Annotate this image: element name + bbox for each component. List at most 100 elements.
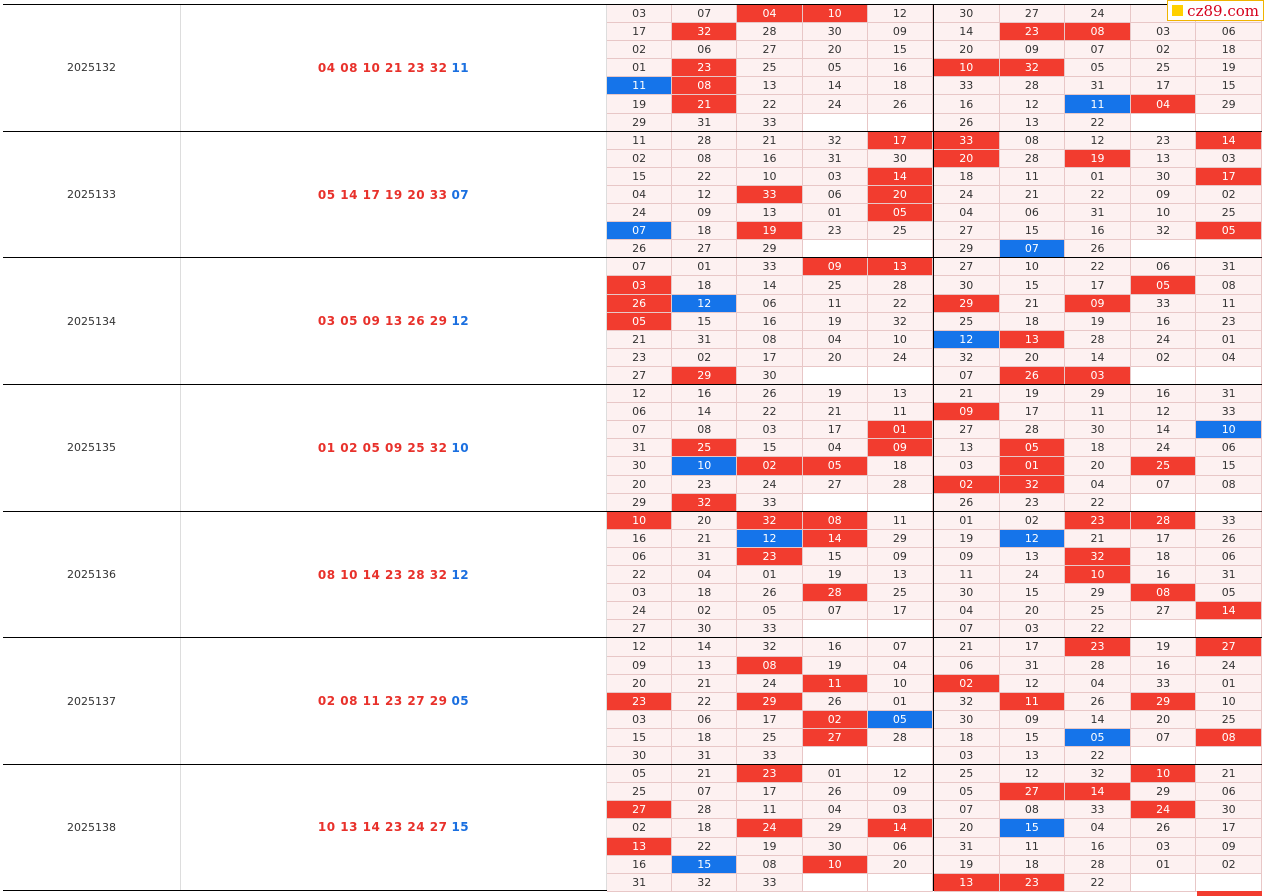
red-hit-cell: 28: [1130, 511, 1197, 530]
number-cell: 06: [607, 547, 673, 567]
period-row: 2025136 08 10 14 23 28 32 12 10 20 32 08 11 16 21…: [3, 510, 1262, 639]
number-cell: 25: [1196, 710, 1262, 729]
red-hit-cell: 09: [802, 258, 868, 277]
number-cell: 17: [737, 348, 803, 367]
number-cell: 16: [934, 95, 1000, 114]
number-cell: 20: [1130, 710, 1197, 729]
red-hit-cell: 13: [999, 330, 1066, 349]
number-cell: 31: [607, 873, 673, 892]
number-cell: 33: [934, 77, 1000, 96]
number-cell: 20: [867, 855, 933, 874]
number-cell: 09: [1196, 837, 1262, 856]
red-hit-cell: 17: [1196, 167, 1262, 186]
number-cell: 16: [1065, 837, 1131, 856]
issue-number: 2025138: [3, 765, 181, 890]
number-cell: 04: [934, 204, 1000, 223]
number-cell: 32: [802, 131, 868, 150]
number-cell: 30: [867, 149, 933, 168]
number-cell: 30: [934, 276, 1000, 295]
number-cell: 31: [1196, 566, 1262, 585]
number-cell: 18: [672, 819, 738, 838]
number-cell: 25: [802, 276, 868, 295]
red-hit-cell: 17: [867, 131, 933, 150]
red-hit-cell: 14: [1065, 783, 1131, 802]
number-cell: 11: [1196, 294, 1262, 313]
red-balls: 04 08 10 21 23 32: [317, 60, 448, 75]
grid-left: 12 14 32 16 07 09 13 08 19 04 20 21 24 11 10 23 22 29 26 01…: [607, 638, 934, 766]
number-cell: 32: [867, 312, 933, 331]
red-hit-cell: 02: [934, 674, 1000, 693]
red-hit-cell: 09: [934, 403, 1000, 422]
red-hit-cell: 14: [802, 529, 868, 548]
number-cell: 17: [737, 783, 803, 802]
red-hit-cell: 05: [1130, 276, 1197, 295]
red-hit-cell: 19: [737, 222, 803, 241]
number-cell: 25: [607, 783, 673, 802]
number-cell: 08: [1196, 475, 1262, 494]
number-cell: 22: [672, 837, 738, 856]
number-cell: [802, 620, 868, 639]
number-cell: 06: [1130, 258, 1197, 277]
number-cell: 16: [1130, 566, 1197, 585]
number-cell: 14: [672, 403, 738, 422]
number-cell: 06: [1196, 23, 1262, 42]
number-cell: [802, 113, 868, 132]
number-cell: 03: [607, 584, 673, 603]
period-row: 2025133 05 14 17 19 20 33 07 11 28 21 32 17 02 08…: [3, 130, 1262, 259]
draw-history-table: 2025132 04 08 10 21 23 32 11 03 07 04 10 12 17 32…: [3, 4, 1262, 892]
number-cell: 17: [999, 403, 1066, 422]
issue-number: 2025133: [3, 131, 181, 258]
number-cell: 08: [1196, 276, 1262, 295]
site-logo[interactable]: cz89.com: [1167, 0, 1264, 21]
number-cell: [1130, 240, 1197, 259]
red-hit-cell: 10: [802, 855, 868, 874]
number-cell: [1196, 873, 1262, 892]
number-cell: 13: [999, 547, 1066, 567]
number-cell: 09: [999, 41, 1066, 60]
red-hit-cell: 05: [867, 204, 933, 223]
number-cell: 15: [737, 439, 803, 458]
number-cell: 28: [737, 23, 803, 42]
number-cell: [1130, 747, 1197, 766]
number-cell: 10: [999, 258, 1066, 277]
number-cell: 24: [999, 566, 1066, 585]
number-cell: 29: [1065, 385, 1131, 404]
number-cell: 30: [607, 457, 673, 476]
number-cell: 11: [999, 837, 1066, 856]
number-cell: 08: [999, 801, 1066, 820]
number-cell: 09: [1130, 185, 1197, 205]
number-cell: 18: [999, 855, 1066, 874]
number-grid: 05 21 23 01 12 25 07 17 26 09 27 28 11 04 03 02 18 24 29 14…: [607, 765, 1262, 892]
number-cell: 21: [934, 638, 1000, 657]
number-cell: 26: [934, 113, 1000, 132]
number-cell: 33: [737, 258, 803, 277]
number-cell: 25: [1065, 602, 1131, 621]
number-cell: 28: [999, 149, 1066, 168]
number-cell: 19: [802, 312, 868, 331]
period-row: 2025135 01 02 05 09 25 32 10 12 16 26 19 13 06 14…: [3, 384, 1262, 512]
number-cell: 10: [737, 167, 803, 186]
number-cell: 07: [867, 638, 933, 657]
red-hit-cell: 32: [999, 475, 1066, 494]
number-cell: 12: [672, 185, 738, 205]
number-cell: 27: [934, 222, 1000, 241]
number-cell: 10: [1130, 204, 1197, 223]
blue-ball: 11: [451, 60, 470, 75]
blue-hit-cell: 11: [607, 77, 673, 96]
number-cell: 29: [607, 493, 673, 512]
number-cell: 05: [934, 783, 1000, 802]
winning-numbers: 03 05 09 13 26 29 12: [181, 258, 607, 385]
number-cell: 06: [867, 837, 933, 856]
grid-left: 10 20 32 08 11 16 21 12 14 29 06 31 23 15 09 22 04 01 19 13…: [607, 511, 934, 639]
red-hit-cell: 23: [672, 59, 738, 78]
number-cell: 16: [1130, 385, 1197, 404]
number-cell: 26: [934, 493, 1000, 512]
number-cell: 16: [737, 149, 803, 168]
number-cell: 12: [867, 765, 933, 784]
number-cell: 12: [1130, 403, 1197, 422]
number-cell: 25: [934, 312, 1000, 331]
number-cell: 30: [802, 23, 868, 42]
blue-hit-cell: 05: [867, 710, 933, 729]
number-cell: 09: [867, 23, 933, 42]
number-cell: 20: [607, 674, 673, 693]
